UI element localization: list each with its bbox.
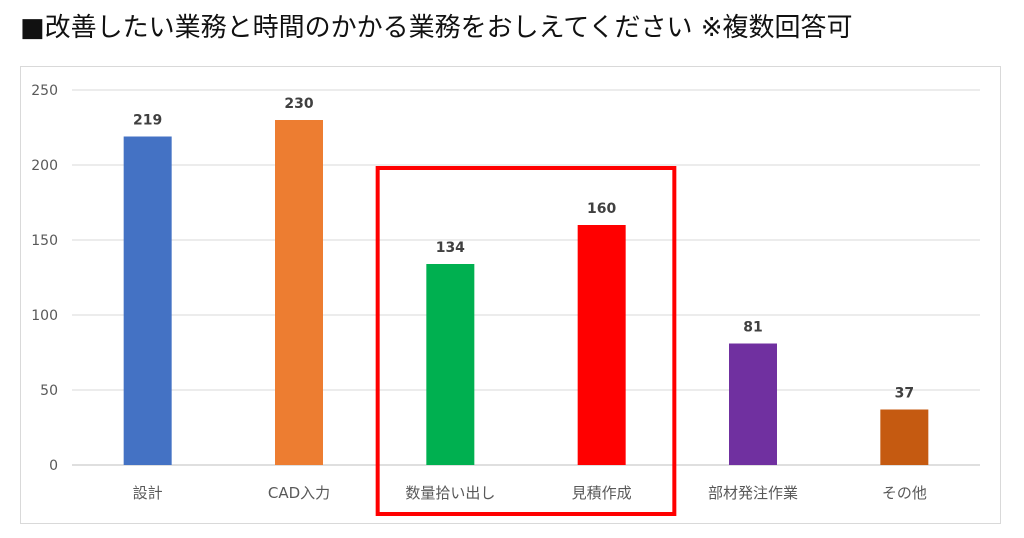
data-label: 134: [436, 240, 465, 256]
bar-6: [880, 409, 929, 465]
data-labels: 219 230 134 160 81 37: [133, 96, 914, 402]
bar-4: [577, 225, 626, 465]
bar-2: [275, 120, 323, 465]
y-tick-label: 200: [31, 158, 58, 174]
x-tick-label: CAD入力: [268, 484, 330, 502]
data-label: 219: [133, 113, 162, 129]
bars: [123, 120, 929, 465]
y-tick-label: 250: [31, 83, 58, 99]
data-label: 230: [284, 96, 313, 112]
y-axis-ticks: 0 50 100 150 200 250: [31, 83, 58, 474]
gridlines: [72, 89, 980, 466]
x-tick-label: 数量拾い出し: [405, 484, 495, 502]
x-tick-label: 見積作成: [572, 484, 632, 502]
bar-1: [123, 136, 172, 465]
y-tick-label: 50: [40, 383, 58, 399]
y-tick-label: 150: [31, 233, 58, 249]
x-tick-label: 設計: [133, 484, 163, 502]
x-axis-ticks: 設計 CAD入力 数量拾い出し 見積作成 部材発注作業 その他: [133, 484, 927, 502]
data-label: 81: [743, 320, 762, 336]
data-label: 160: [587, 201, 616, 217]
highlight-box: [375, 166, 677, 516]
highlight-box-layer: [375, 166, 677, 516]
x-tick-label: その他: [882, 484, 927, 502]
x-tick-label: 部材発注作業: [708, 484, 798, 502]
y-tick-label: 0: [49, 458, 58, 474]
data-label: 37: [895, 386, 914, 402]
y-tick-label: 100: [31, 308, 58, 324]
chart-frame: [20, 66, 1001, 524]
page-title: ■改善したい業務と時間のかかる業務をおしえてください ※複数回答可: [20, 13, 853, 43]
bar-3: [426, 264, 475, 465]
bar-5: [729, 343, 777, 465]
